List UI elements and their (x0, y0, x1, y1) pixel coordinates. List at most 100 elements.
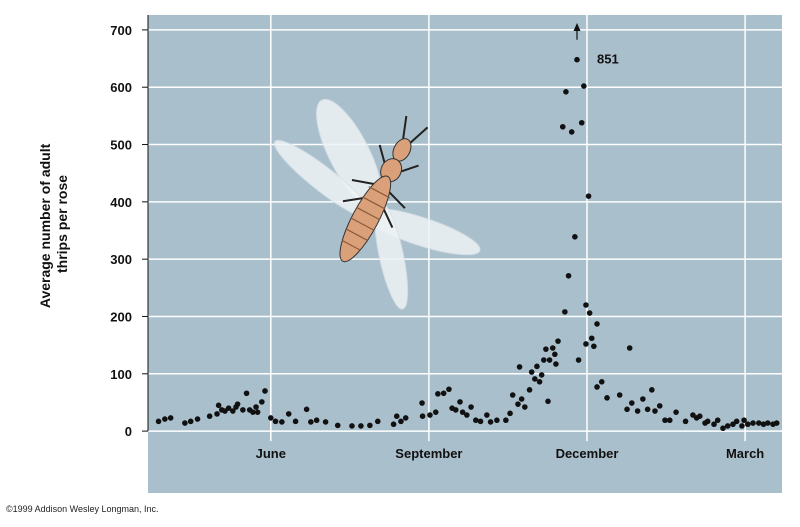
point (279, 419, 285, 425)
credit: ©1999 Addison Wesley Longman, Inc. (6, 504, 159, 514)
point (575, 357, 582, 363)
point (182, 420, 188, 426)
point (559, 123, 566, 130)
y-tick-label: 500 (110, 138, 132, 153)
point (760, 421, 767, 428)
point (744, 421, 751, 428)
point (555, 338, 561, 344)
point (714, 417, 721, 424)
point (313, 417, 320, 424)
point (435, 391, 441, 397)
point (552, 351, 558, 358)
point (250, 409, 256, 415)
point (549, 345, 556, 351)
point (234, 401, 241, 407)
point (322, 419, 329, 425)
point (696, 413, 703, 419)
point (666, 417, 673, 424)
point (578, 119, 585, 126)
insect-illustration (273, 98, 481, 310)
x-tick-label: March (726, 446, 764, 461)
point (624, 406, 630, 413)
point (419, 413, 426, 419)
point (334, 422, 341, 429)
y-tick-label: 700 (110, 23, 132, 38)
point (253, 404, 259, 410)
point (586, 310, 593, 316)
y-tick-label: 100 (110, 367, 132, 382)
point (534, 363, 540, 370)
point (673, 409, 679, 415)
point (563, 89, 569, 95)
point (545, 398, 551, 405)
point (446, 386, 452, 393)
point (583, 341, 589, 347)
point (583, 302, 589, 308)
point (206, 413, 213, 419)
point (477, 418, 484, 425)
arrow-head (573, 23, 581, 31)
point (644, 406, 651, 413)
point (367, 422, 373, 429)
point (594, 321, 600, 327)
point (393, 413, 400, 419)
point (588, 335, 595, 342)
point (598, 379, 605, 385)
y-tick-label: 200 (110, 309, 132, 324)
y-tick-label: 600 (110, 80, 132, 95)
point (452, 407, 459, 413)
y-tick-label: 300 (110, 252, 132, 267)
point (285, 411, 292, 417)
y-axis-title: Average number of adult thrips per rose (37, 140, 70, 308)
point (457, 399, 463, 405)
point (390, 421, 397, 428)
point (528, 369, 535, 375)
point (473, 417, 479, 424)
point (303, 406, 310, 413)
point (503, 417, 509, 424)
point (225, 405, 232, 411)
point (507, 410, 513, 417)
point (187, 418, 194, 425)
point (214, 411, 220, 417)
point (516, 364, 523, 370)
point (581, 83, 587, 89)
point (262, 388, 268, 394)
point (459, 409, 466, 415)
point (594, 384, 600, 390)
point (267, 415, 274, 421)
point (733, 418, 740, 425)
point (272, 418, 279, 425)
point (546, 357, 553, 363)
point (634, 408, 641, 414)
point (711, 421, 717, 428)
point (402, 415, 409, 421)
point (419, 400, 425, 406)
point (574, 56, 580, 63)
point (572, 234, 578, 240)
point (243, 390, 250, 397)
point (538, 372, 545, 378)
point (553, 361, 559, 367)
point (764, 420, 771, 426)
point (468, 404, 474, 410)
point (629, 400, 635, 406)
point (704, 418, 711, 425)
marks (155, 56, 780, 432)
point (230, 408, 236, 414)
point (720, 425, 726, 432)
point (756, 420, 762, 426)
point (750, 420, 756, 426)
point (591, 343, 597, 350)
point (509, 392, 516, 398)
point (427, 412, 433, 418)
point (464, 412, 470, 418)
point (162, 416, 168, 422)
point (536, 379, 543, 385)
point (518, 396, 525, 402)
point (494, 417, 500, 424)
point (254, 409, 261, 415)
point (440, 390, 447, 397)
point (358, 423, 364, 429)
point (398, 418, 404, 425)
